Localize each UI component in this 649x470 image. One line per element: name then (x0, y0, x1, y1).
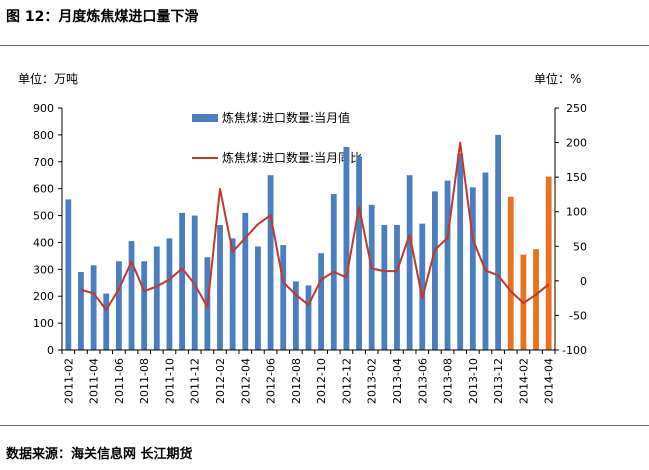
y-left-tick-label: 800 (33, 129, 54, 142)
bar-2011-10 (166, 238, 173, 350)
bar-2013-01 (356, 156, 362, 350)
legend-bar-swatch (192, 114, 218, 122)
x-tick-label: 2012-02 (214, 358, 227, 404)
x-tick-label: 2012-06 (265, 358, 278, 404)
bar-2011-05 (103, 293, 110, 350)
bar-2011-03 (78, 272, 84, 350)
bar-2013-07 (432, 191, 438, 350)
x-tick-label: 2013-04 (391, 358, 404, 404)
x-tick-label: 2011-12 (189, 358, 202, 404)
x-tick-label: 2012-04 (239, 358, 252, 404)
yoy-line (80, 141, 550, 311)
bar-2013-05 (406, 175, 413, 350)
x-tick-label: 2011-02 (62, 358, 75, 404)
bar-2014-01 (507, 196, 514, 350)
bar-2013-02 (368, 204, 375, 350)
bar-2012-05 (255, 246, 261, 350)
source-note: 数据来源：海关信息网 长江期货 (6, 447, 193, 462)
bar-2012-08 (292, 281, 299, 350)
bar-2011-02 (65, 199, 72, 350)
x-tick-label: 2011-06 (113, 358, 126, 404)
bar-2011-11 (179, 212, 185, 350)
y-right-tick-label: 250 (566, 102, 587, 115)
bar-2012-06 (267, 175, 274, 350)
bar-2014-04 (545, 176, 552, 350)
bar-2012-02 (217, 224, 223, 350)
bar-2011-06 (115, 261, 122, 350)
line-series (80, 141, 550, 311)
x-tick-label: 2012-10 (315, 358, 328, 404)
x-tick-label: 2013-08 (442, 358, 455, 404)
bar-2012-12 (343, 146, 350, 350)
bar-2013-09 (457, 153, 464, 350)
bar-series (65, 134, 552, 350)
bar-2011-08 (141, 261, 148, 350)
bar-2014-03 (533, 249, 539, 350)
y-right-tick-label: -100 (562, 344, 587, 357)
left-unit-label: 单位：万吨 (18, 71, 78, 86)
y-left-tick-labels: 0 100 200 300 400 500 600 700 800 900 (33, 102, 54, 357)
legend-bar-label: 炼焦煤:进口数量:当月值 (222, 110, 350, 125)
x-tick-label: 2013-10 (467, 358, 480, 404)
bar-2013-06 (419, 223, 426, 350)
y-left-tick-label: 900 (33, 102, 54, 115)
x-tick-label: 2011-10 (163, 358, 176, 404)
y-right-tick-labels: -100 -50 0 50 100 150 200 250 (562, 102, 587, 357)
axes (58, 107, 559, 354)
y-right-tick-label: 50 (573, 240, 587, 253)
x-tick-label: 2014-02 (517, 358, 530, 404)
y-right-tick-label: 200 (566, 137, 587, 150)
x-tick-label: 2011-08 (138, 358, 151, 404)
x-tick-label: 2012-12 (340, 358, 353, 404)
figure-title: 图 12：月度炼焦煤进口量下滑 (6, 9, 199, 25)
bar-2012-03 (229, 238, 236, 350)
y-left-tick-label: 400 (33, 236, 54, 249)
y-right-tick-label: 100 (566, 206, 587, 219)
y-left-tick-label: 300 (33, 263, 54, 276)
y-right-tick-label: -50 (569, 309, 587, 322)
bar-2012-07 (280, 245, 287, 350)
y-left-tick-label: 200 (33, 290, 54, 303)
y-right-tick-label: 0 (580, 275, 587, 288)
x-tick-labels: 2011-02 2011-04 2011-06 2011-08 2011-10 2011-… (62, 358, 555, 404)
bar-2012-04 (242, 212, 249, 350)
legend-line-label: 炼焦煤:进口数量:当月同比 (222, 150, 362, 165)
legend: 炼焦煤:进口数量:当月值 炼焦煤:进口数量:当月同比 (192, 110, 362, 165)
bar-2013-03 (381, 224, 388, 350)
x-tick-label: 2014-04 (543, 358, 556, 404)
y-left-tick-label: 600 (33, 183, 54, 196)
x-tick-label: 2013-12 (492, 358, 505, 404)
bar-2011-04 (90, 265, 97, 350)
bar-2011-09 (153, 246, 160, 350)
y-left-tick-label: 700 (33, 156, 54, 169)
bar-2013-04 (394, 224, 400, 350)
x-tick-label: 2012-08 (290, 358, 303, 404)
y-left-tick-label: 0 (47, 344, 54, 357)
right-unit-label: 单位：% (534, 71, 581, 86)
bar-2012-10 (318, 253, 325, 350)
bottom-rule (0, 425, 649, 426)
y-right-tick-label: 150 (566, 171, 587, 184)
bar-2013-08 (444, 180, 451, 350)
y-left-tick-label: 100 (33, 317, 54, 330)
bar-2011-07 (128, 241, 135, 350)
bar-2013-12 (495, 134, 502, 350)
x-tick-label: 2013-02 (366, 358, 379, 404)
bar-2013-10 (469, 187, 476, 350)
bar-2013-11 (482, 172, 489, 350)
x-tick-label: 2013-06 (416, 358, 429, 404)
bar-2012-09 (305, 285, 312, 350)
x-tick-label: 2011-04 (88, 358, 101, 404)
top-rule (0, 45, 649, 46)
y-left-tick-label: 500 (33, 210, 54, 223)
